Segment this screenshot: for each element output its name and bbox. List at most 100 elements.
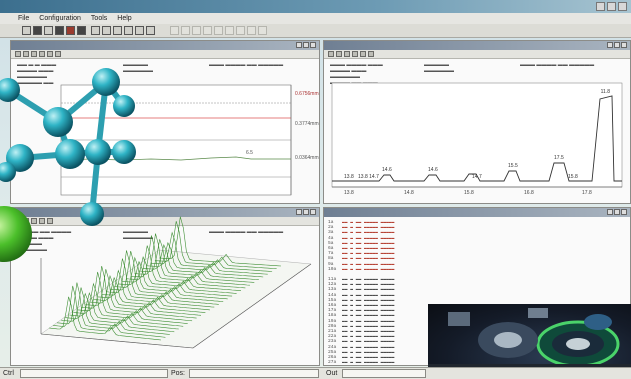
list-icon[interactable]	[102, 26, 111, 35]
log-row[interactable]: 18a ▬▬ ▬ ▬▬ ▬▬▬▬▬ ▬▬▬▬▬	[328, 313, 626, 318]
log-row-text: ▬▬ ▬ ▬▬ ▬▬▬▬▬ ▬▬▬▬▬	[342, 360, 395, 363]
maximize-button[interactable]	[607, 2, 616, 11]
log-row-id: 4a	[328, 235, 334, 241]
tool-icon[interactable]	[247, 26, 256, 35]
scale-icon[interactable]	[352, 51, 358, 57]
zoom-icon[interactable]	[336, 51, 342, 57]
scale-icon[interactable]	[39, 51, 45, 57]
close-icon[interactable]	[621, 42, 627, 48]
log-row[interactable]: 15a ▬▬ ▬ ▬▬ ▬▬▬▬▬ ▬▬▬▬▬	[328, 298, 626, 303]
log-row-text: ▬▬ ▬ ▬▬ ▬▬▬▬▬ ▬▬▬▬▬	[342, 261, 395, 267]
chart-icon[interactable]	[77, 26, 86, 35]
minimize-icon[interactable]	[607, 209, 613, 215]
cursor-icon[interactable]	[328, 51, 334, 57]
minimize-button[interactable]	[596, 2, 605, 11]
print-icon[interactable]	[368, 51, 374, 57]
log-row[interactable]: 17a ▬▬ ▬ ▬▬ ▬▬▬▬▬ ▬▬▬▬▬	[328, 308, 626, 313]
menu-file[interactable]: File	[18, 15, 30, 22]
menu-configuration[interactable]: Configuration	[39, 15, 81, 22]
log-row[interactable]: 11a ▬▬ ▬ ▬▬ ▬▬▬▬▬ ▬▬▬▬▬	[328, 277, 626, 282]
print-icon[interactable]	[55, 51, 61, 57]
table-icon[interactable]	[91, 26, 100, 35]
log-row[interactable]: 5a ▬▬ ▬ ▬▬ ▬▬▬▬▬ ▬▬▬▬▬	[328, 241, 626, 246]
log-row[interactable]: 23a ▬▬ ▬ ▬▬ ▬▬▬▬▬ ▬▬▬▬▬	[328, 339, 626, 344]
menu-help[interactable]: Help	[117, 15, 132, 22]
help-icon[interactable]	[146, 26, 155, 35]
log-row-text: ▬▬ ▬ ▬▬ ▬▬▬▬▬ ▬▬▬▬▬	[342, 225, 395, 231]
tool-icon[interactable]	[225, 26, 234, 35]
pan-icon[interactable]	[31, 51, 37, 57]
log-row[interactable]: 12a ▬▬ ▬ ▬▬ ▬▬▬▬▬ ▬▬▬▬▬	[328, 282, 626, 287]
log-row-id: 25a	[328, 349, 337, 355]
tool-icon[interactable]	[214, 26, 223, 35]
log-row[interactable]: 2a ▬▬ ▬ ▬▬ ▬▬▬▬▬ ▬▬▬▬▬	[328, 225, 626, 230]
minimize-icon[interactable]	[296, 209, 302, 215]
log-row[interactable]: 8a ▬▬ ▬ ▬▬ ▬▬▬▬▬ ▬▬▬▬▬	[328, 256, 626, 261]
log-row[interactable]: 27a ▬▬ ▬ ▬▬ ▬▬▬▬▬ ▬▬▬▬▬	[328, 360, 626, 363]
tool-icon[interactable]	[258, 26, 267, 35]
out-field[interactable]	[342, 369, 426, 378]
log-row[interactable]: 1a ▬▬ ▬ ▬▬ ▬▬▬▬▬ ▬▬▬▬▬	[328, 220, 626, 225]
peak-label: 11.8	[601, 89, 611, 95]
pan-icon[interactable]	[344, 51, 350, 57]
waterfall-panel[interactable]: ▬▬ ▬▬ ▬▬ ▬▬▬▬ ▬▬▬▬ ▬▬▬ ▬▬▬▬▬ ▬▬▬▬▬▬ ▬▬▬▬▬ ▬▬…	[10, 207, 320, 366]
grid-icon[interactable]	[113, 26, 122, 35]
log-row[interactable]: 6a ▬▬ ▬ ▬▬ ▬▬▬▬▬ ▬▬▬▬▬	[328, 246, 626, 251]
log-row[interactable]: 22a ▬▬ ▬ ▬▬ ▬▬▬▬▬ ▬▬▬▬▬	[328, 334, 626, 339]
zoom-icon[interactable]	[23, 51, 29, 57]
log-row[interactable]: 14a ▬▬ ▬ ▬▬ ▬▬▬▬▬ ▬▬▬▬▬	[328, 293, 626, 298]
maximize-icon[interactable]	[614, 42, 620, 48]
close-icon[interactable]	[310, 209, 316, 215]
record-icon[interactable]	[55, 26, 64, 35]
cursor-icon[interactable]	[15, 51, 21, 57]
ctrl-field[interactable]	[20, 369, 168, 378]
profile-panel[interactable]: ▬▬▬ ▬▬▬▬ ▬▬▬ ▬▬▬▬ ▬▬▬ ▬▬▬▬▬▬ ▬▬▬▬ ▬ ▬ ▬▬▬ ▬▬…	[323, 40, 631, 204]
log-row-text: ▬▬ ▬ ▬▬ ▬▬▬▬▬ ▬▬▬▬▬	[342, 339, 395, 345]
tool-icon[interactable]	[170, 26, 179, 35]
stop-icon[interactable]	[66, 26, 75, 35]
grid-icon[interactable]	[47, 51, 53, 57]
menu-tools[interactable]: Tools	[90, 15, 108, 22]
maximize-icon[interactable]	[303, 209, 309, 215]
log-row[interactable]: 7a ▬▬ ▬ ▬▬ ▬▬▬▬▬ ▬▬▬▬▬	[328, 251, 626, 256]
tool-icon[interactable]	[236, 26, 245, 35]
minimize-icon[interactable]	[296, 42, 302, 48]
log-row[interactable]: 3a ▬▬ ▬ ▬▬ ▬▬▬▬▬ ▬▬▬▬▬	[328, 230, 626, 235]
tool-icon[interactable]	[203, 26, 212, 35]
close-button[interactable]	[618, 2, 627, 11]
grid-icon[interactable]	[360, 51, 366, 57]
grid-icon[interactable]	[47, 218, 53, 224]
log-row[interactable]: 16a ▬▬ ▬ ▬▬ ▬▬▬▬▬ ▬▬▬▬▬	[328, 303, 626, 308]
tool-icon[interactable]	[192, 26, 201, 35]
base-label: 15.8	[568, 174, 578, 180]
maximize-icon[interactable]	[303, 42, 309, 48]
layout-icon[interactable]	[135, 26, 144, 35]
log-row[interactable]: 20a ▬▬ ▬ ▬▬ ▬▬▬▬▬ ▬▬▬▬▬	[328, 324, 626, 329]
open-icon[interactable]	[22, 26, 31, 35]
log-row[interactable]: 25a ▬▬ ▬ ▬▬ ▬▬▬▬▬ ▬▬▬▬▬	[328, 350, 626, 355]
title-bar	[0, 0, 631, 13]
log-row[interactable]: 21a ▬▬ ▬ ▬▬ ▬▬▬▬▬ ▬▬▬▬▬	[328, 329, 626, 334]
save-icon[interactable]	[33, 26, 42, 35]
log-row[interactable]: 26a ▬▬ ▬ ▬▬ ▬▬▬▬▬ ▬▬▬▬▬	[328, 355, 626, 360]
log-row[interactable]: 9a ▬▬ ▬ ▬▬ ▬▬▬▬▬ ▬▬▬▬▬	[328, 262, 626, 267]
log-row[interactable]: 4a ▬▬ ▬ ▬▬ ▬▬▬▬▬ ▬▬▬▬▬	[328, 236, 626, 241]
print-icon[interactable]	[44, 26, 53, 35]
log-list[interactable]: 1a ▬▬ ▬ ▬▬ ▬▬▬▬▬ ▬▬▬▬▬ 2a ▬▬ ▬ ▬▬ ▬▬▬▬▬ ▬▬▬…	[328, 220, 626, 363]
log-row[interactable]: 19a ▬▬ ▬ ▬▬ ▬▬▬▬▬ ▬▬▬▬▬	[328, 319, 626, 324]
maximize-icon[interactable]	[614, 209, 620, 215]
close-icon[interactable]	[310, 42, 316, 48]
waterfall-trace	[97, 269, 215, 308]
log-row-text: ▬▬ ▬ ▬▬ ▬▬▬▬▬ ▬▬▬▬▬	[342, 266, 395, 272]
trend-panel[interactable]: ▬▬ ▬ ▬ ▬▬▬ ▬▬▬▬ ▬▬▬ ▬▬▬▬▬▬ ▬▬▬▬▬ ▬▬ ▬▬▬▬▬ ▬▬…	[10, 40, 320, 204]
settings-icon[interactable]	[124, 26, 133, 35]
close-icon[interactable]	[621, 209, 627, 215]
log-row[interactable]: 13a ▬▬ ▬ ▬▬ ▬▬▬▬▬ ▬▬▬▬▬	[328, 287, 626, 292]
waterfall-trace	[110, 251, 228, 300]
log-row[interactable]: 10a ▬▬ ▬ ▬▬ ▬▬▬▬▬ ▬▬▬▬▬	[328, 267, 626, 272]
tool-icon[interactable]	[181, 26, 190, 35]
minimize-icon[interactable]	[607, 42, 613, 48]
scale-icon[interactable]	[39, 218, 45, 224]
pos-field[interactable]	[189, 369, 319, 378]
log-row[interactable]: 24a ▬▬ ▬ ▬▬ ▬▬▬▬▬ ▬▬▬▬▬	[328, 345, 626, 350]
